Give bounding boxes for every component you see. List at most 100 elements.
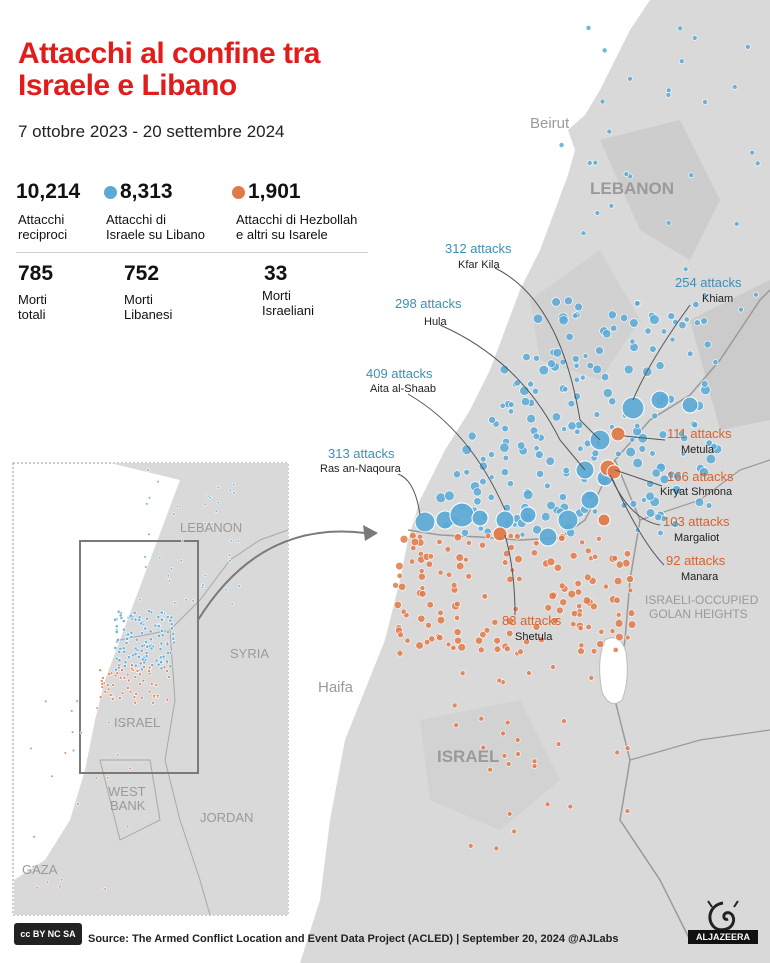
hezbollah-attack-dot xyxy=(404,637,411,644)
inset-hezbollah-attack-dot xyxy=(165,697,170,702)
inset-israel-attack-dot xyxy=(142,660,147,665)
inset-israel-attack-dot xyxy=(147,532,151,536)
inset-israel-attack-dot xyxy=(161,654,166,659)
hezbollah-attack-dot xyxy=(624,634,631,641)
hezbollah-attack-dot xyxy=(567,803,574,810)
hezbollah-attack-dot-large xyxy=(610,426,626,442)
israel-attack-dot xyxy=(552,348,563,358)
hezbollah-attack-dot xyxy=(584,573,592,582)
inset-israel-attack-dot xyxy=(171,636,176,641)
israel-attack-dot xyxy=(710,442,718,450)
inset-israel-attack-dot xyxy=(145,502,149,506)
israel-attack-dot-large xyxy=(557,509,579,531)
israel-attack-dot xyxy=(745,44,751,50)
hezbollah-attack-dot xyxy=(622,559,631,568)
hezbollah-attack-dot xyxy=(523,638,531,646)
hezbollah-attack-dot xyxy=(585,623,592,631)
israel-attack-dot xyxy=(602,388,613,398)
israel-attack-dot xyxy=(516,441,526,450)
inset-hezbollah-attack-dot xyxy=(110,697,115,701)
inset-hezbollah-attack-dot xyxy=(59,878,64,882)
inset-israel-attack-dot xyxy=(201,583,205,587)
hezbollah-attack-dot xyxy=(615,560,624,569)
hezbollah-attack-dot xyxy=(614,749,620,756)
hezbollah-attack-dot xyxy=(445,571,453,578)
inset-hezbollah-attack-dot xyxy=(122,676,127,680)
israel-attack-dot xyxy=(705,453,716,465)
inset-israel-attack-dot xyxy=(173,601,177,605)
israel-attack-dot-large xyxy=(449,502,475,528)
hezbollah-attack-dot xyxy=(423,639,431,646)
israel-attack-dot xyxy=(665,87,672,94)
inset-israel-attack-dot xyxy=(125,636,130,641)
israel-attack-dot xyxy=(691,421,699,429)
inset-israel-attack-dot xyxy=(117,658,122,663)
inset-israel-attack-dot xyxy=(168,618,173,623)
callout-leader-line xyxy=(494,267,601,441)
inset-hezbollah-attack-dot xyxy=(125,672,130,677)
inset-israel-attack-dot xyxy=(159,641,164,646)
inset-israel-attack-dot xyxy=(237,584,241,588)
hezbollah-attack-dot xyxy=(537,636,545,644)
israel-attack-dot xyxy=(535,450,544,459)
israel-attack-dot xyxy=(593,411,601,418)
israel-attack-dot-large xyxy=(495,510,515,530)
hezbollah-attack-dot xyxy=(531,763,538,769)
hezbollah-attack-dot xyxy=(559,598,568,607)
hezbollah-attack-dot xyxy=(410,545,417,552)
inset-hezbollah-attack-dot xyxy=(58,885,62,889)
hezbollah-attack-dot xyxy=(398,582,407,591)
inset-hezbollah-attack-dot xyxy=(141,678,146,683)
inset-israel-attack-dot xyxy=(118,646,123,651)
page-title: Attacchi al confine tra Israele e Libano xyxy=(18,37,320,102)
israel-attack-dot xyxy=(625,446,636,458)
inset-israel-attack-dot xyxy=(143,626,148,631)
israel-attack-dot xyxy=(586,361,594,370)
israel-attack-dot xyxy=(477,525,484,532)
inset-israel-attack-dot xyxy=(210,522,215,526)
callout-leader-line xyxy=(623,435,666,441)
hezbollah-attack-dot xyxy=(436,616,446,625)
israel-attack-dot xyxy=(698,467,710,478)
hezbollah-attack-dot xyxy=(428,635,436,643)
inset-israel-attack-dot xyxy=(158,647,163,652)
inset-israel-attack-dot xyxy=(144,565,148,569)
israel-attack-dot-large xyxy=(681,396,699,414)
israel-attack-dot xyxy=(700,379,709,388)
hezbollah-attack-dot xyxy=(418,572,426,581)
israel-attack-dot xyxy=(683,316,690,323)
hezbollah-attack-dot xyxy=(455,561,465,571)
callout-kfar-kila-place: Kfar Kila xyxy=(458,259,500,271)
inset-israel-attack-dot xyxy=(228,488,232,493)
inset-israel-attack-dot xyxy=(140,657,145,662)
inset-hezbollah-attack-dot xyxy=(127,678,131,683)
hezbollah-attack-dot xyxy=(592,553,599,560)
inset-israel-attack-dot xyxy=(123,664,127,669)
israel-attack-dot xyxy=(627,76,633,82)
israel-attack-dot xyxy=(506,480,514,488)
hezbollah-attack-dot xyxy=(454,614,460,621)
inset-hezbollah-attack-dot xyxy=(108,693,113,697)
hezbollah-attack-dot xyxy=(450,581,458,589)
blue-dot-icon xyxy=(104,186,117,199)
inset-israel-attack-dot xyxy=(216,500,220,505)
hezbollah-attack-dot xyxy=(514,554,523,564)
israel-attack-dot xyxy=(677,25,683,32)
israel-attack-dot xyxy=(500,468,509,477)
israel-attack-dot xyxy=(669,336,676,343)
israel-attack-dot xyxy=(703,340,712,349)
inset-israel-attack-dot xyxy=(172,512,176,516)
inset-zoom-arrow xyxy=(197,530,366,621)
israel-attack-dot xyxy=(479,455,487,463)
israel-attack-dot xyxy=(629,342,639,352)
inset-israel-attack-dot xyxy=(147,496,152,500)
hezbollah-attack-dot xyxy=(514,737,521,743)
callout-leader-line xyxy=(439,324,586,471)
inset-hezbollah-attack-dot xyxy=(154,683,159,687)
hezbollah-attack-dot xyxy=(609,628,616,634)
hezbollah-attack-dot xyxy=(457,643,466,652)
israel-attack-dot xyxy=(574,302,583,312)
hezbollah-attack-dot xyxy=(516,575,523,583)
israel-attack-dot xyxy=(582,353,589,359)
israel-attack-dot xyxy=(615,450,622,458)
